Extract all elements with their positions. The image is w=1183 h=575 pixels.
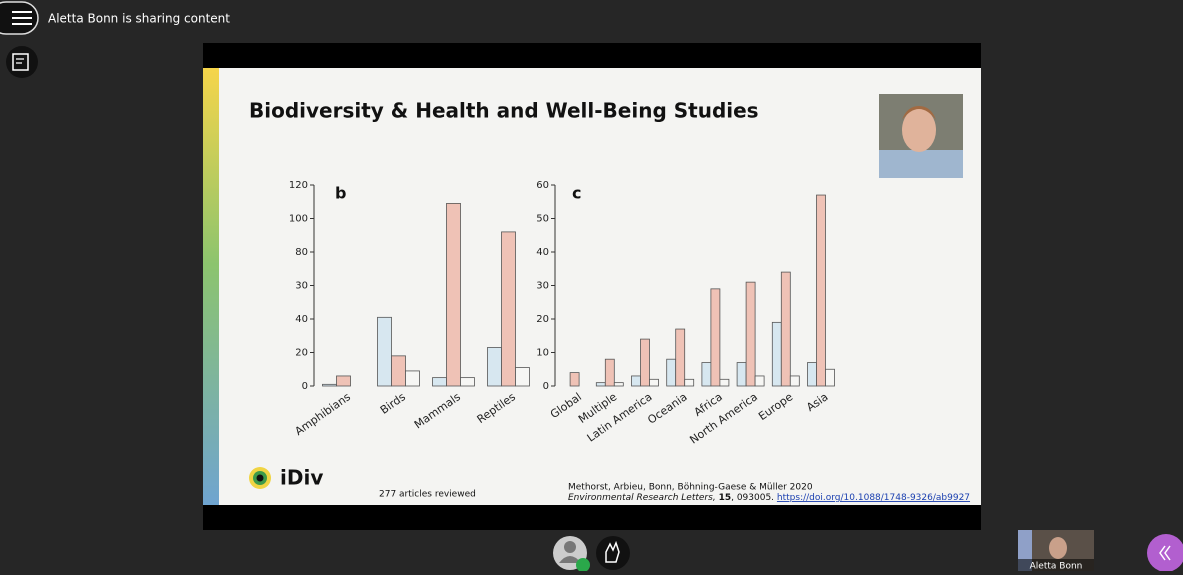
zoom-icon[interactable] bbox=[12, 53, 29, 71]
photo-face bbox=[902, 108, 936, 152]
bar bbox=[405, 370, 420, 387]
photo-hair bbox=[902, 106, 936, 120]
logo-center bbox=[256, 474, 264, 482]
bar bbox=[701, 362, 712, 387]
raise-hand-button[interactable] bbox=[596, 536, 630, 570]
bar bbox=[666, 358, 677, 387]
speaker-photo bbox=[879, 94, 963, 178]
zoom-icon-lines[interactable] bbox=[16, 58, 24, 64]
bar bbox=[613, 382, 624, 387]
bar bbox=[487, 347, 502, 387]
bar bbox=[736, 362, 747, 387]
bar bbox=[771, 321, 782, 387]
y-tick-label: 30 bbox=[295, 281, 308, 292]
bar bbox=[807, 362, 817, 387]
raise-hand-bg[interactable] bbox=[596, 536, 630, 570]
panel-toggle[interactable] bbox=[1147, 534, 1183, 572]
zoom-button-bg[interactable] bbox=[6, 46, 38, 78]
participant-name: Aletta Bonn bbox=[1030, 562, 1083, 572]
bar bbox=[569, 372, 580, 387]
bar bbox=[460, 377, 475, 387]
avatar-head[interactable] bbox=[564, 541, 576, 553]
self-avatar[interactable] bbox=[553, 536, 590, 572]
slide bbox=[203, 68, 981, 505]
participant-tile[interactable]: Aletta Bonn bbox=[1018, 530, 1094, 572]
bar bbox=[595, 382, 606, 387]
menu-icon[interactable] bbox=[12, 11, 32, 25]
panel-label: c bbox=[572, 184, 581, 203]
bar bbox=[391, 355, 406, 387]
y-tick-label: 10 bbox=[536, 348, 549, 359]
bar bbox=[322, 383, 337, 387]
status-badge bbox=[576, 558, 590, 572]
raise-hand-icon[interactable] bbox=[605, 540, 620, 563]
y-tick-label: 50 bbox=[536, 214, 549, 225]
y-tick-label: 80 bbox=[295, 247, 308, 258]
y-tick-label: 40 bbox=[295, 314, 308, 325]
menu-button[interactable] bbox=[0, 1, 39, 35]
bar bbox=[640, 338, 650, 387]
logo-text: iDiv bbox=[280, 466, 323, 490]
citation-authors: Methorst, Arbieu, Bonn, Böhning-Gaese & … bbox=[568, 483, 813, 493]
y-tick-label: 0 bbox=[543, 381, 549, 392]
bar bbox=[675, 328, 686, 387]
y-tick-label: 100 bbox=[289, 214, 308, 225]
bar bbox=[780, 271, 791, 387]
participant-name-bg bbox=[1018, 559, 1094, 571]
sharing-text: Aletta Bonn is sharing content bbox=[48, 12, 230, 26]
y-tick-label: 20 bbox=[295, 348, 308, 359]
slide-title: Biodiversity & Health and Well-Being Stu… bbox=[249, 99, 759, 123]
y-tick-label: 60 bbox=[536, 180, 549, 191]
bar bbox=[336, 375, 351, 387]
photo-shirt bbox=[879, 150, 963, 178]
bar bbox=[825, 368, 835, 387]
bar bbox=[515, 367, 530, 387]
bar bbox=[631, 375, 641, 387]
bar bbox=[501, 231, 516, 387]
participant-face bbox=[1049, 537, 1067, 559]
slide-accent-bar bbox=[203, 68, 219, 505]
y-tick-label: 30 bbox=[536, 281, 549, 292]
citation-pages: , 093005. bbox=[731, 493, 774, 503]
logo bbox=[249, 467, 271, 489]
bar bbox=[649, 378, 659, 387]
bar bbox=[754, 375, 765, 387]
zoom-button[interactable] bbox=[6, 46, 38, 78]
y-tick-label: 120 bbox=[289, 180, 308, 191]
y-tick-label: 0 bbox=[302, 381, 308, 392]
citation-journal: Environmental Research Letters, bbox=[568, 493, 716, 503]
bar bbox=[719, 378, 730, 387]
bar bbox=[604, 358, 615, 387]
citation-doi[interactable]: https://doi.org/10.1088/1748-9326/ab9927 bbox=[777, 493, 970, 503]
bar bbox=[377, 316, 392, 387]
avatar-body[interactable] bbox=[559, 556, 581, 563]
panel-label: b bbox=[335, 184, 346, 203]
bar bbox=[710, 288, 721, 387]
bar bbox=[432, 377, 447, 387]
bar bbox=[745, 281, 756, 387]
bar bbox=[684, 378, 695, 387]
bar bbox=[816, 194, 826, 387]
panel-toggle-icon[interactable] bbox=[1159, 545, 1171, 561]
y-tick-label: 20 bbox=[536, 314, 549, 325]
y-tick-label: 40 bbox=[536, 247, 549, 258]
bar bbox=[789, 375, 800, 387]
bar bbox=[446, 203, 461, 387]
citation-volume: 15 bbox=[719, 493, 732, 503]
citation-line: Environmental Research Letters, 15, 0930… bbox=[568, 493, 970, 503]
footnote: 277 articles reviewed bbox=[379, 490, 476, 500]
